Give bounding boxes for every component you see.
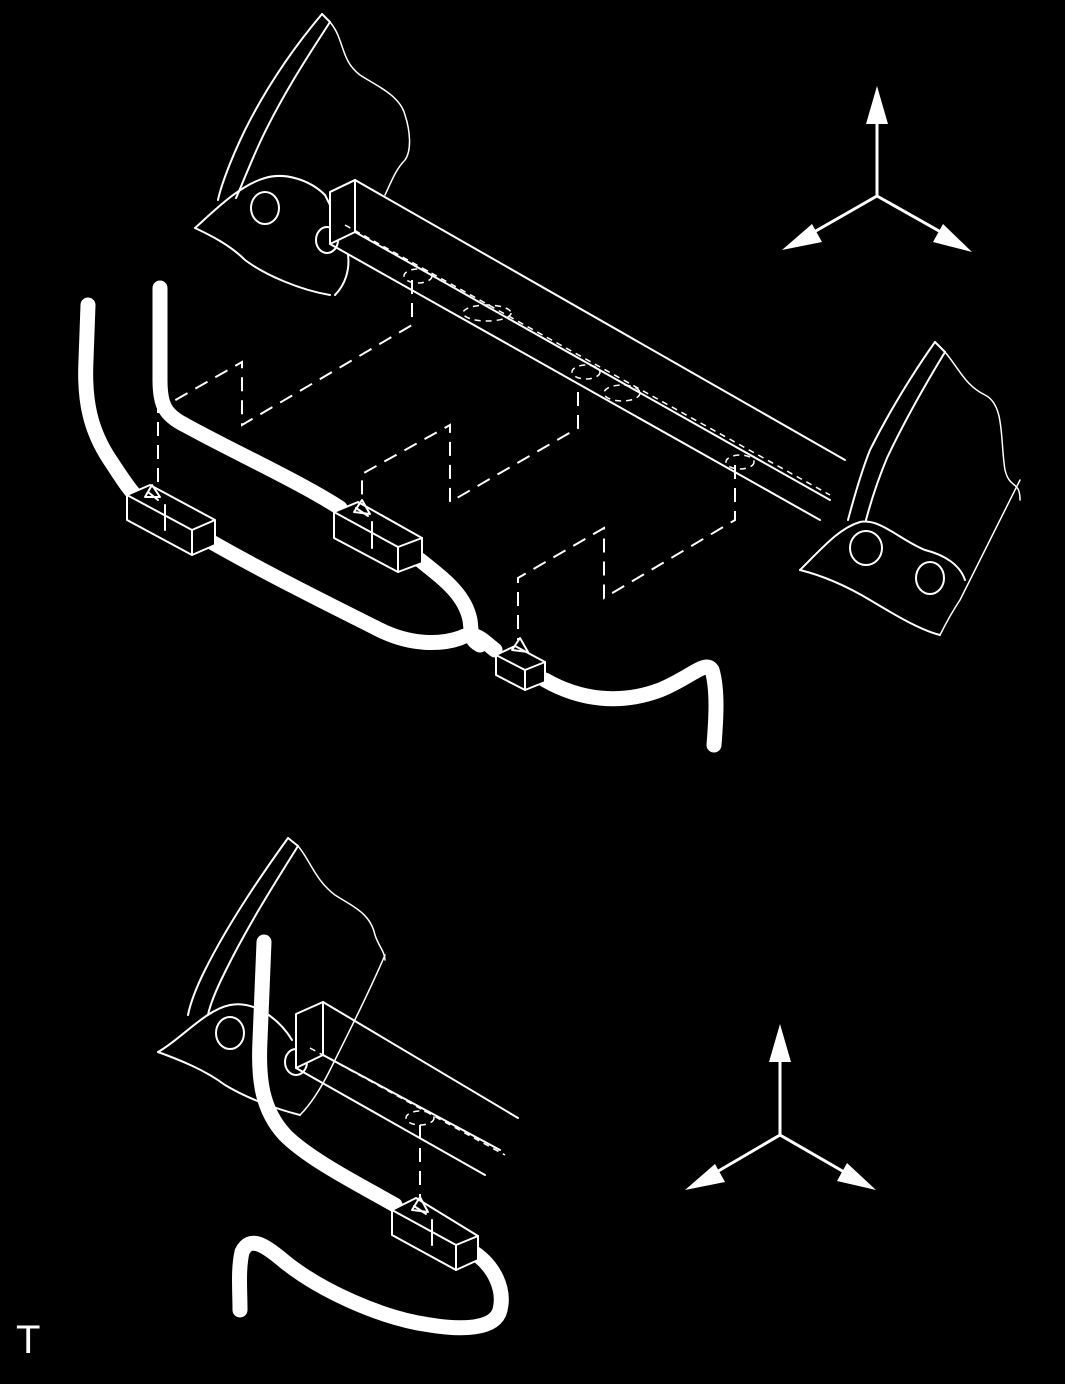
left-mount-bracket [194,13,411,296]
harness-clamp-3 [495,637,546,691]
harness-clamp-1 [126,484,216,556]
harness-clamp-bottom [391,1196,479,1271]
bottom-view [157,837,876,1336]
alignment-guides [157,280,736,640]
harness-clamp-2 [333,499,423,573]
cross-member-beam [329,179,846,521]
wire-harness-bottom [232,934,509,1336]
mount-bracket-bottom [157,837,386,1116]
axis-triad-icon [782,86,972,252]
right-mount-bracket [799,341,1021,636]
cross-member-beam-bottom [295,1001,519,1176]
sheet-code-label: T [16,1318,41,1362]
wire-harness-top [78,280,724,753]
top-view [78,13,1021,753]
axis-triad-icon [685,1024,876,1190]
